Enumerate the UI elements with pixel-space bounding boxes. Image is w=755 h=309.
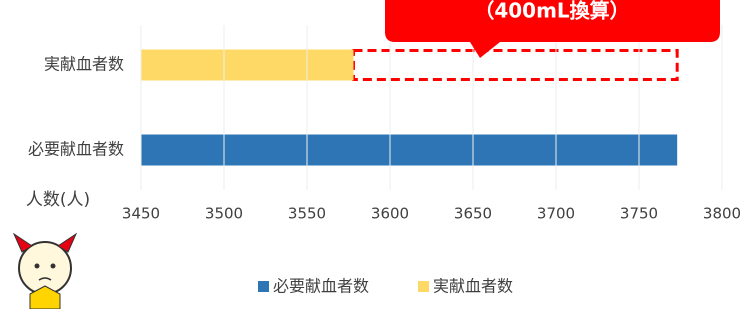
x-tick-label: 3500 [205, 205, 243, 223]
y-tick-label: 実献血者数 [44, 55, 124, 74]
mascot [14, 234, 76, 309]
chart: 実献血者数必要献血者数必要献血者数実献血者数380037503700365036… [0, 0, 755, 309]
legend-label: 実献血者数 [433, 277, 513, 296]
x-tick-label: 3750 [620, 205, 658, 223]
y-tick-label: 必要献血者数 [28, 140, 124, 159]
bar [141, 135, 677, 166]
x-tick-label: 3650 [454, 205, 492, 223]
callout-text: （400mL換算） [474, 0, 629, 23]
legend-swatch [418, 281, 429, 292]
x-tick-label: 3450 [122, 205, 160, 223]
x-tick-label: 3700 [537, 205, 575, 223]
legend-label: 必要献血者数 [273, 277, 369, 296]
x-tick-label: 3800 [703, 205, 741, 223]
legend-swatch [258, 281, 269, 292]
shortage-box [353, 51, 677, 80]
bar [141, 50, 353, 81]
x-tick-label: 3600 [371, 205, 409, 223]
x-tick-label: 3550 [288, 205, 326, 223]
x-axis-label: 人数(人) [26, 190, 90, 210]
